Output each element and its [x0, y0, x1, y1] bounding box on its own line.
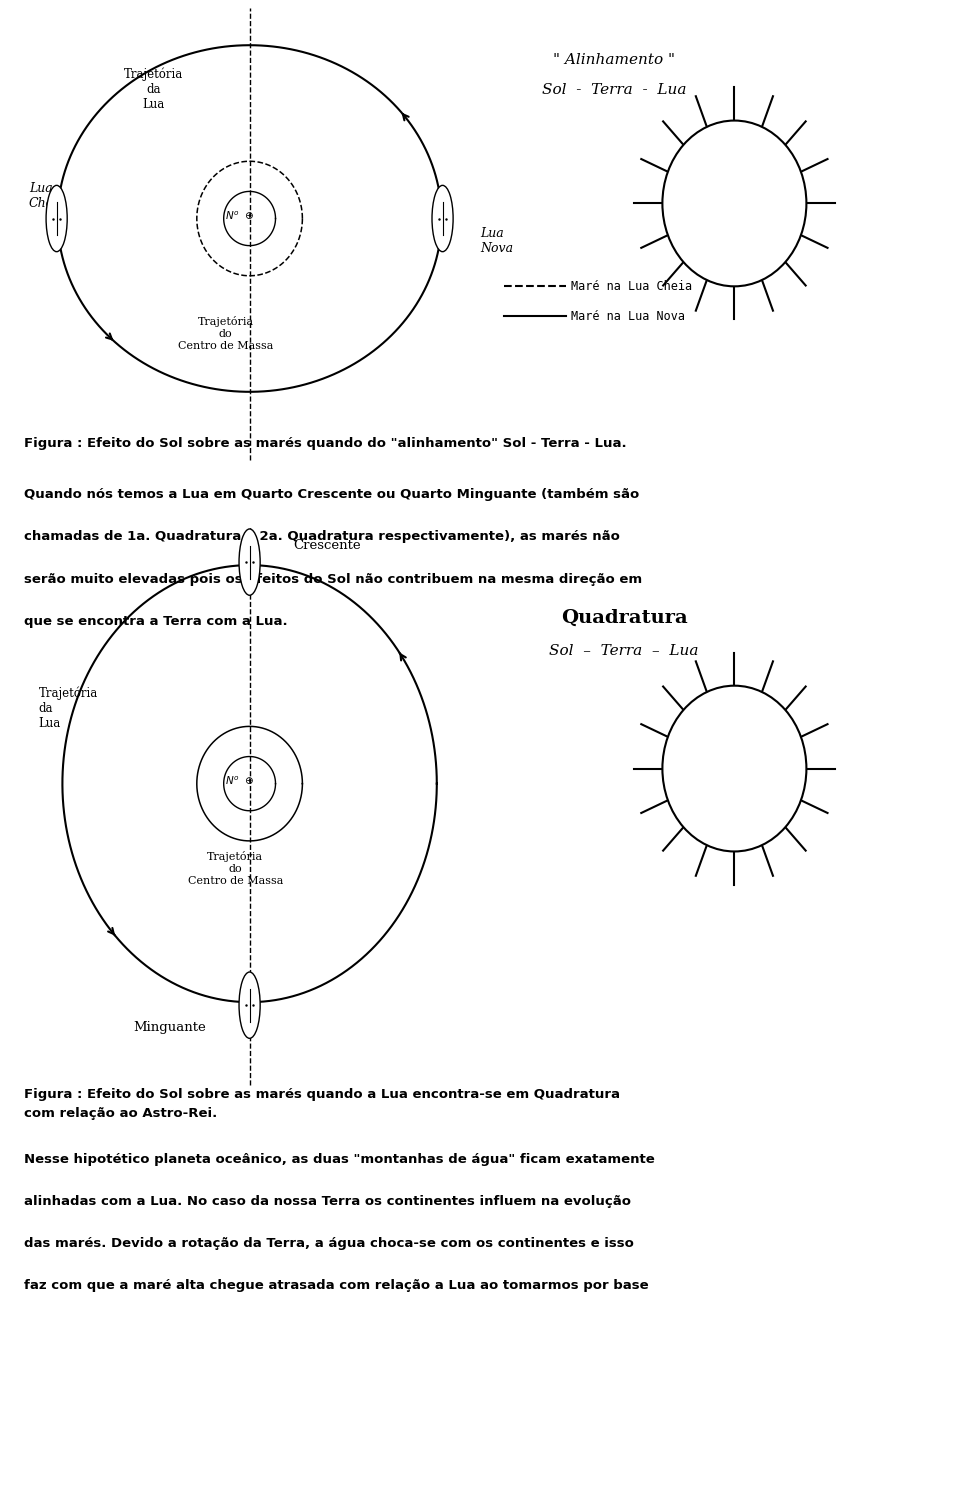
Text: Sol  –  Terra  –  Lua: Sol – Terra – Lua [549, 643, 699, 659]
Text: SOL: SOL [715, 194, 754, 212]
Ellipse shape [46, 185, 67, 252]
Text: das marés. Devido a rotação da Terra, a água choca-se com os continentes e isso: das marés. Devido a rotação da Terra, a … [24, 1237, 634, 1251]
Text: Trajetória
da
Lua: Trajetória da Lua [124, 68, 183, 112]
Text: Figura : Efeito do Sol sobre as marés quando do "alinhamento" Sol - Terra - Lua.: Figura : Efeito do Sol sobre as marés qu… [24, 437, 627, 451]
Text: Trajetória
da
Lua: Trajetória da Lua [38, 687, 98, 729]
Text: Minguante: Minguante [133, 1022, 206, 1034]
Text: " Alinhamento ": " Alinhamento " [553, 53, 676, 68]
Text: Maré na Lua Nova: Maré na Lua Nova [571, 310, 685, 322]
Text: faz com que a maré alta chegue atrasada com relação a Lua ao tomarmos por base: faz com que a maré alta chegue atrasada … [24, 1279, 649, 1293]
Ellipse shape [239, 529, 260, 595]
Text: Quando nós temos a Lua em Quarto Crescente ou Quarto Minguante (também são: Quando nós temos a Lua em Quarto Crescen… [24, 488, 639, 502]
Text: Quadratura: Quadratura [561, 609, 687, 627]
Text: SOL: SOL [715, 760, 754, 778]
Ellipse shape [432, 185, 453, 252]
Text: Trajetória
do
Centro de Massa: Trajetória do Centro de Massa [178, 316, 274, 351]
Text: Lua
Nova: Lua Nova [480, 228, 514, 255]
Text: $N^o$  $\oplus$: $N^o$ $\oplus$ [226, 209, 254, 222]
Text: Maré na Lua Cheia: Maré na Lua Cheia [571, 280, 692, 292]
Text: que se encontra a Terra com a Lua.: que se encontra a Terra com a Lua. [24, 615, 288, 628]
Text: Lua
Cheia: Lua Cheia [29, 182, 65, 209]
Text: Figura : Efeito do Sol sobre as marés quando a Lua encontra-se em Quadratura
com: Figura : Efeito do Sol sobre as marés qu… [24, 1088, 620, 1120]
Text: serão muito elevadas pois os efeitos do Sol não contribuem na mesma direção em: serão muito elevadas pois os efeitos do … [24, 573, 642, 586]
Text: Crescente: Crescente [293, 540, 360, 552]
Text: $N^o$  $\oplus$: $N^o$ $\oplus$ [226, 775, 254, 787]
Text: Sol  -  Terra  -  Lua: Sol - Terra - Lua [542, 83, 686, 98]
Text: chamadas de 1a. Quadratura e 2a. Quadratura respectivamente), as marés não: chamadas de 1a. Quadratura e 2a. Quadrat… [24, 530, 620, 544]
Ellipse shape [662, 121, 806, 286]
Ellipse shape [662, 686, 806, 851]
Ellipse shape [239, 972, 260, 1038]
Text: alinhadas com a Lua. No caso da nossa Terra os continentes influem na evolução: alinhadas com a Lua. No caso da nossa Te… [24, 1195, 631, 1209]
Text: Trajetória
do
Centro de Massa: Trajetória do Centro de Massa [187, 851, 283, 886]
Text: Nesse hipotético planeta oceânico, as duas "montanhas de água" ficam exatamente: Nesse hipotético planeta oceânico, as du… [24, 1153, 655, 1166]
